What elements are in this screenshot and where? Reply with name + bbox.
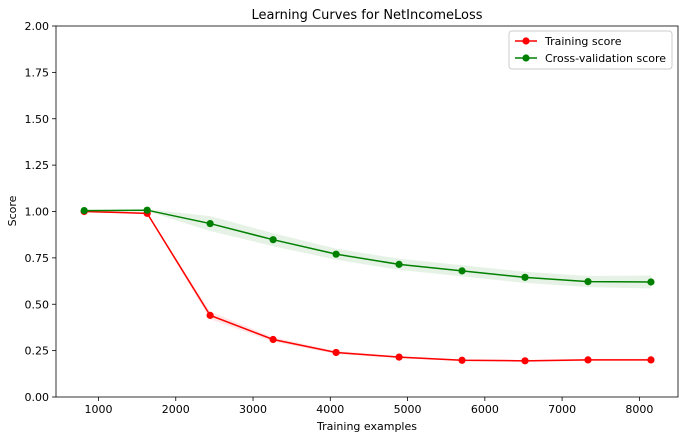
x-axis-label: Training examples	[316, 420, 417, 433]
cv-score-point	[80, 206, 88, 215]
chart-title: Learning Curves for NetIncomeLoss	[251, 8, 482, 23]
y-tick-label: 0.00	[25, 391, 50, 404]
y-tick-label: 1.25	[25, 159, 50, 172]
cv-score-point	[521, 273, 529, 281]
cv-score-point	[269, 236, 277, 244]
training-legend-marker	[522, 37, 530, 45]
cv-legend-marker	[522, 54, 530, 62]
y-tick-label: 2.00	[25, 20, 50, 33]
y-tick-label: 0.25	[25, 345, 50, 358]
cv-confidence-band	[84, 209, 651, 289]
training-confidence-band	[84, 211, 651, 362]
training-score-point	[395, 353, 403, 361]
training-score-point	[521, 357, 529, 365]
x-tick-label: 1000	[84, 403, 112, 416]
cv-score-point	[647, 278, 655, 286]
cv-score-point	[332, 250, 340, 258]
y-tick-label: 0.50	[25, 298, 50, 311]
y-tick-label: 1.50	[25, 113, 50, 126]
x-tick-label: 5000	[394, 403, 422, 416]
x-tick-label: 2000	[162, 403, 190, 416]
training-score-point	[332, 348, 340, 357]
y-tick-label: 1.00	[25, 206, 50, 219]
legend-box	[508, 30, 673, 70]
cv-score-point	[458, 267, 466, 275]
cv-legend-label: Cross-validation score	[545, 52, 666, 65]
training-score-point	[206, 311, 214, 319]
legend: Training score Cross-validation score	[508, 30, 673, 70]
training-legend-label: Training score	[544, 35, 622, 48]
training-score-line	[84, 210, 651, 362]
x-tick-label: 7000	[548, 403, 576, 416]
y-tick-label: 1.75	[25, 66, 50, 79]
x-tick-label: 3000	[239, 403, 267, 416]
cv-score-point	[395, 260, 403, 268]
training-score-point	[647, 356, 655, 364]
y-tick-label: 0.75	[25, 252, 50, 265]
training-score-point	[269, 335, 277, 344]
training-score-point	[458, 356, 466, 364]
cv-score-line	[84, 209, 651, 283]
y-axis-label: Score	[6, 195, 19, 226]
cv-score-point	[143, 206, 151, 214]
cv-score-point	[584, 278, 592, 286]
x-tick-label: 8000	[625, 403, 653, 416]
cv-score-point	[206, 219, 214, 228]
training-score-point	[584, 356, 592, 364]
x-tick-label: 4000	[316, 403, 344, 416]
x-tick-label: 6000	[471, 403, 499, 416]
